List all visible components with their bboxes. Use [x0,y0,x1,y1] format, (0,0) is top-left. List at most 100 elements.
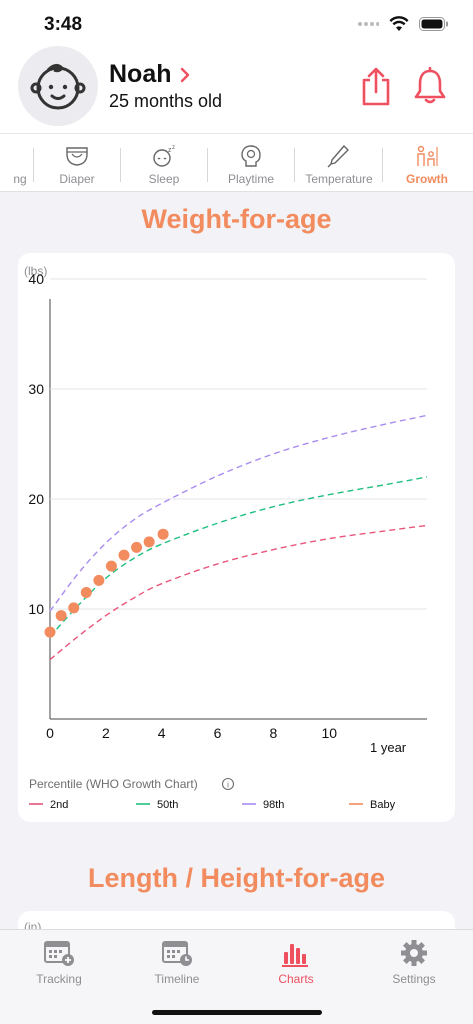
length-unit-label: (in) [24,920,42,929]
status-bar: 3:48 [0,0,473,50]
weight-section-title: Weight-for-age [141,204,332,234]
charts-scroll-area[interactable]: Weight-for-age (lbs) 10 20 30 40 0 2 4 6 8 10 1 y… [0,192,473,929]
status-time: 3:48 [44,14,83,35]
share-button[interactable] [356,64,396,108]
tabbar-tracking[interactable]: Tracking [0,938,118,986]
baby-weight-point [118,549,130,561]
tab-temperature[interactable]: Temperature [296,134,382,191]
gear-tooth [417,942,425,950]
baby-weight-point [143,536,155,548]
tabbar-label: Charts [278,972,314,986]
x-tick-label: 0 [46,725,54,741]
home-indicator [152,1010,322,1015]
tab-diaper[interactable]: Diaper [34,134,120,191]
child-header: Noah 25 months old [0,46,473,134]
tab-feeding[interactable]: ng [0,134,46,191]
legend-label: Baby [370,799,396,811]
svg-text:i: i [227,781,229,790]
bottom-tab-bar: Tracking Timeline Charts [0,929,473,1024]
x-tick-label: 2 [102,725,110,741]
baby-weight-point [131,541,143,553]
svg-text:z: z [172,145,175,151]
diaper-icon [66,147,88,166]
x-tick-label: 10 [321,725,337,741]
percentile-line-2nd [49,524,428,661]
tab-playtime[interactable]: Playtime [208,134,294,191]
tab-divider [207,148,208,182]
baby-weight-point [93,574,105,586]
length-section-title: Length / Height-for-age [88,863,385,893]
tabbar-charts[interactable]: Charts [237,938,355,986]
growth-icon [417,145,438,166]
legend-title: Percentile (WHO Growth Chart) [29,777,198,791]
baby-weight-point [157,528,169,540]
tab-label: Temperature [305,172,373,186]
x-tick-label: 8 [270,725,278,741]
chevron-right-icon [180,67,189,82]
playtime-icon [241,145,261,167]
y-tick-label: 10 [28,601,44,617]
y-tick-label: 20 [28,491,44,507]
child-name-link[interactable]: Noah [109,60,190,89]
tab-label: ng [13,172,27,186]
y-unit-label: (lbs) [24,264,47,278]
tab-growth[interactable]: Growth [384,134,470,191]
gear-tooth [411,960,417,966]
x-tick-label: 4 [158,725,166,741]
wifi-icon [389,16,409,31]
tab-label: Diaper [59,172,95,186]
tab-label: Sleep [148,172,180,186]
bar-chart-icon [282,944,308,967]
feeding-icon [0,144,16,168]
percentile-line-98th [49,414,428,612]
length-chart-card: (in) [18,911,455,929]
x-axis-suffix: 1 year [370,740,407,755]
legend-label: 50th [157,799,178,811]
baby-weight-point [44,626,56,638]
legend-label: 98th [263,799,284,811]
gear-tooth [401,950,407,956]
info-icon[interactable]: i [221,777,235,791]
tab-label: Growth [406,172,448,186]
bell-icon [414,67,446,104]
gear-tooth [411,940,417,946]
percentile-line-50th [49,476,428,637]
gear-tooth [417,956,425,964]
weight-chart-card: (lbs) 10 20 30 40 0 2 4 6 8 10 1 year Percentile … [18,253,455,822]
tabbar-label: Settings [392,972,436,986]
x-tick-label: 6 [214,725,222,741]
tab-divider [33,148,34,182]
child-name: Noah [109,60,172,88]
gear-tooth [421,950,427,956]
baby-weight-point [80,587,92,598]
tab-label: Playtime [227,172,274,186]
signal-dots-icon [358,22,379,26]
baby-weight-point [55,610,67,622]
gear-tooth [403,956,411,964]
gear-tooth [403,942,411,950]
tabbar-label: Tracking [36,972,82,986]
status-icons [357,16,449,32]
tab-divider [120,148,121,182]
tab-divider [382,148,383,182]
thermometer-icon [327,145,349,168]
svg-text:z: z [168,147,172,154]
tabbar-timeline[interactable]: Timeline [118,938,236,986]
child-age: 25 months old [109,91,223,111]
baby-weight-point [68,602,80,614]
tracking-calendar-icon [44,941,74,966]
baby-avatar[interactable] [18,46,98,126]
legend-label: 2nd [50,799,68,811]
battery-icon [419,17,448,31]
weight-chart: (lbs) 10 20 30 40 0 2 4 6 8 10 1 year Percentile … [24,264,428,811]
gear-icon [401,940,427,966]
notifications-button[interactable] [410,64,450,108]
tabbar-settings[interactable]: Settings [355,938,473,986]
tab-divider [294,148,295,182]
timeline-calendar-icon [162,941,192,966]
y-tick-label: 40 [28,271,44,287]
baby-weight-point [105,560,117,572]
